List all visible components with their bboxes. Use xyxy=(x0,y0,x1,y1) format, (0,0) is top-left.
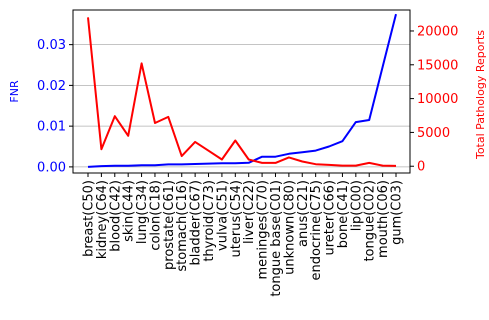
x-tick-label: unknown(C80) xyxy=(282,180,297,275)
x-tick-label: ureter(C66) xyxy=(323,180,338,256)
x-tick-label: anus(C21) xyxy=(296,180,311,247)
x-tick-label: skin(C44) xyxy=(122,180,137,242)
x-tick-label: tongue base(C01) xyxy=(269,180,284,297)
left-y-tick-label: 0.01 xyxy=(37,120,66,135)
x-tick-label: breast(C50) xyxy=(82,180,97,257)
x-tick-label: liver(C22) xyxy=(242,180,257,244)
left-y-tick-label: 0.02 xyxy=(37,79,66,94)
x-tick-label: meninges(C70) xyxy=(256,180,271,280)
right-y-tick-label: 20000 xyxy=(417,24,458,39)
x-tick-label: lung(C34) xyxy=(135,180,150,244)
x-tick-label: endocrine(C75) xyxy=(309,180,324,281)
x-tick-label: bone(C41) xyxy=(336,180,351,248)
right-y-tick-label: 5000 xyxy=(417,126,450,141)
x-tick-label: thyroid(C73) xyxy=(202,180,217,262)
left-y-tick-label: 0.03 xyxy=(37,38,66,53)
x-axis: breast(C50)kidney(C64)blood(C42)skin(C44… xyxy=(82,173,405,297)
x-tick-label: prostate(C61) xyxy=(162,180,177,270)
plot-frame xyxy=(72,9,411,174)
x-tick-label: bladder(C67) xyxy=(189,180,204,265)
x-tick-label: blood(C42) xyxy=(108,180,123,252)
right-y-tick-label: 0 xyxy=(417,160,425,175)
left-y-tick-label: 0.00 xyxy=(37,160,66,175)
x-tick-label: lip(C00) xyxy=(349,180,364,231)
x-tick-label: vulva(C51) xyxy=(215,180,230,251)
right-y-axis-title: Total Pathology Reports xyxy=(474,30,487,160)
series-lines xyxy=(87,13,397,168)
x-tick-label: colon(C18) xyxy=(148,180,163,251)
right-y-tick-label: 10000 xyxy=(417,92,458,107)
x-tick-label: gum(C03) xyxy=(390,180,405,245)
right-y-tick-label: 15000 xyxy=(417,58,458,73)
x-tick-label: stomach(C16) xyxy=(175,180,190,272)
x-tick-label: uterus(C54) xyxy=(229,180,244,257)
total-reports-line xyxy=(87,17,397,167)
left-y-axis: 0.00 0.01 0.02 0.03 xyxy=(37,38,73,175)
fnr-line xyxy=(87,13,397,168)
x-tick-label: mouth(C06) xyxy=(376,180,391,258)
x-tick-label: tongue(C02) xyxy=(363,180,378,262)
left-y-axis-title: FNR xyxy=(8,80,21,103)
right-y-axis: 0 5000 10000 15000 20000 xyxy=(410,24,458,175)
x-tick-label: kidney(C64) xyxy=(95,180,110,259)
